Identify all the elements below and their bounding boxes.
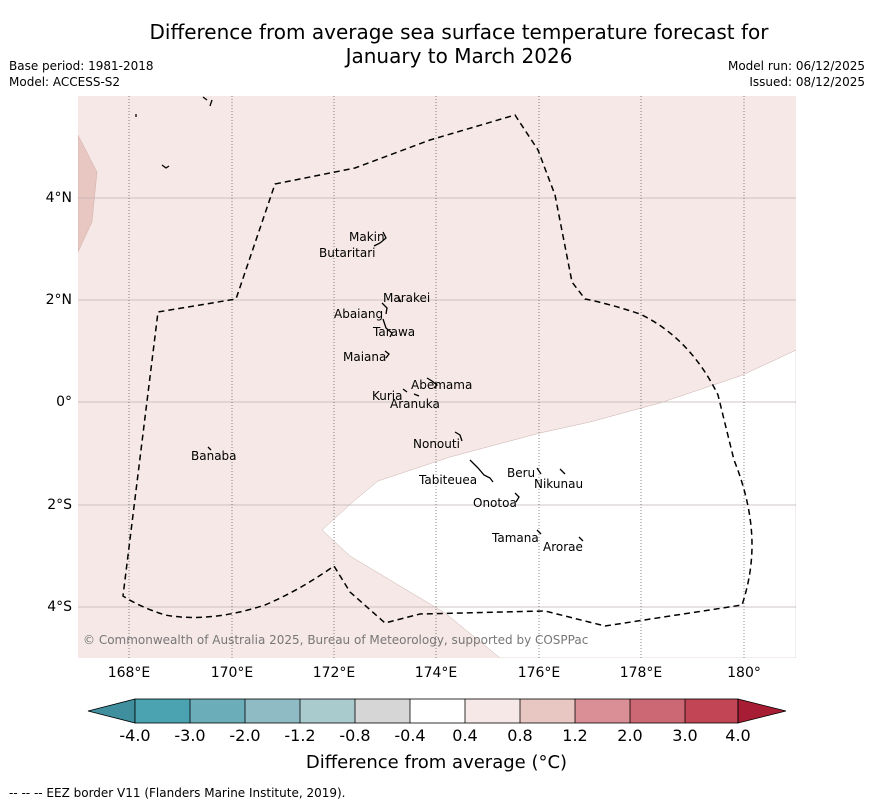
- colorbar-segment: [575, 699, 630, 723]
- lon-tick-label: 168°E: [107, 665, 151, 681]
- colorbar-frame: [134, 698, 739, 724]
- island-label: Tarawa: [372, 325, 415, 339]
- island-label: Nikunau: [534, 477, 583, 491]
- title-line-1: Difference from average sea surface temp…: [149, 20, 769, 44]
- warmer-anomaly-patch: [78, 134, 98, 253]
- lon-tick-label: 172°E: [312, 665, 356, 681]
- colorbar-label: 1.2: [562, 726, 588, 745]
- longitude-gridlines: [128, 96, 745, 658]
- colorbar-label: 2.0: [617, 726, 643, 745]
- colorbar-title: Difference from average (°C): [305, 752, 568, 773]
- lon-tick-label: 180°: [727, 665, 761, 681]
- island-label: Makin: [349, 230, 385, 244]
- colorbar-segment: [630, 699, 685, 723]
- colorbar-label: -4.0: [119, 726, 151, 745]
- colorbar-label: 0.8: [507, 726, 533, 745]
- colorbar-segment: [520, 699, 575, 723]
- island-label: Arorae: [543, 540, 583, 554]
- colorbar-label: -0.4: [394, 726, 426, 745]
- colorbar-segment: [355, 699, 410, 723]
- island-label: Maiana: [343, 350, 386, 364]
- map-title: Difference from average sea surface temp…: [0, 20, 873, 68]
- lat-tick-label: 2°N: [45, 292, 72, 308]
- island-label: Nonouti: [413, 437, 460, 451]
- copyright-notice: © Commonwealth of Australia 2025, Bureau…: [83, 633, 589, 647]
- lon-tick-label: 176°E: [517, 665, 561, 681]
- lat-tick-label: 4°N: [45, 190, 72, 206]
- base-period: Base period: 1981-2018: [9, 59, 154, 73]
- colorbar-label: 3.0: [672, 726, 698, 745]
- latitude-gridlines: [78, 197, 796, 608]
- colorbar-low-extend: [87, 698, 136, 724]
- island-labels: Makin Butaritari Marakei Abaiang Tarawa …: [191, 230, 583, 554]
- lat-tick-label: 4°S: [47, 599, 72, 615]
- colorbar: [87, 698, 787, 724]
- colorbar-high-extend: [737, 698, 787, 724]
- lat-tick-label: 2°S: [47, 497, 72, 513]
- island-label: Abaiang: [334, 307, 383, 321]
- colorbar-label: -1.2: [284, 726, 316, 745]
- colorbar-segment: [245, 699, 300, 723]
- lat-tick-label: 0°: [56, 394, 72, 410]
- colorbar-label: -0.8: [339, 726, 371, 745]
- island-label: Abemama: [411, 378, 472, 392]
- colorbar-label: -3.0: [174, 726, 206, 745]
- model-name: Model: ACCESS-S2: [9, 75, 121, 89]
- neutral-anomaly-region: [321, 349, 796, 658]
- colorbar-segment: [685, 699, 738, 723]
- island-label: Onotoa: [473, 496, 517, 510]
- model-run: Model run: 06/12/2025: [727, 59, 865, 73]
- colorbar-segment: [300, 699, 355, 723]
- lon-tick-label: 170°E: [210, 665, 254, 681]
- colorbar-label: 4.0: [725, 726, 751, 745]
- title-line-2: January to March 2026: [345, 44, 573, 68]
- island-label: Marakei: [383, 291, 430, 305]
- island-outlines: [135, 96, 584, 542]
- eez-footnote: -- -- -- EEZ border V11 (Flanders Marine…: [9, 786, 346, 800]
- lon-tick-label: 178°E: [619, 665, 663, 681]
- colorbar-label: -2.0: [229, 726, 261, 745]
- island-label: Beru: [507, 466, 535, 480]
- island-label: Aranuka: [390, 397, 440, 411]
- island-label: Tabiteuea: [418, 473, 477, 487]
- colorbar-segment: [190, 699, 245, 723]
- island-label: Butaritari: [319, 246, 376, 260]
- island-label: Tamana: [491, 531, 539, 545]
- issued-date: Issued: 08/12/2025: [749, 75, 865, 89]
- meta-left: Base period: 1981-2018 Model: ACCESS-S2: [9, 58, 154, 90]
- eez-border: [122, 114, 753, 627]
- colorbar-label: 0.4: [452, 726, 478, 745]
- island-label: Kuria: [372, 389, 403, 403]
- colorbar-segment: [410, 699, 465, 723]
- colorbar-segment: [465, 699, 520, 723]
- island-label: Banaba: [191, 449, 237, 463]
- colorbar-segment: [135, 699, 190, 723]
- meta-right: Model run: 06/12/2025 Issued: 08/12/2025: [728, 58, 865, 90]
- lon-tick-label: 174°E: [414, 665, 458, 681]
